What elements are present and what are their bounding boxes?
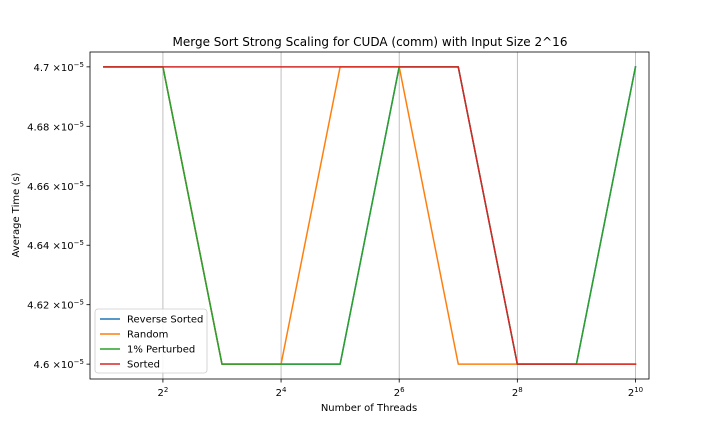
legend-label: Sorted: [127, 360, 160, 371]
y-tick-label: 4.7 ×10−5: [33, 61, 84, 74]
y-tick-label: 4.62 ×10−5: [27, 299, 84, 312]
y-axis-label: Average Time (s): [11, 172, 22, 257]
legend-label: 1% Perturbed: [127, 345, 195, 356]
y-axis: 4.6 ×10−5 4.62 ×10−5 4.64 ×10−5 4.66 ×10−5 4…: [27, 61, 90, 371]
x-tick-label: 210: [628, 386, 643, 399]
x-axis: 22 24 26 28 210: [157, 379, 643, 399]
x-tick-label: 22: [157, 386, 168, 399]
y-tick-label: 4.66 ×10−5: [27, 180, 84, 193]
legend-label: Reverse Sorted: [127, 315, 203, 326]
y-tick-label: 4.64 ×10−5: [27, 239, 84, 252]
y-tick-label: 4.68 ×10−5: [27, 120, 84, 133]
legend-label: Random: [127, 330, 168, 341]
x-tick-label: 28: [512, 386, 523, 399]
y-tick-label: 4.6 ×10−5: [33, 358, 84, 371]
x-tick-label: 26: [394, 386, 405, 399]
chart-title: Merge Sort Strong Scaling for CUDA (comm…: [173, 35, 568, 49]
x-tick-label: 24: [276, 386, 287, 399]
x-axis-label: Number of Threads: [321, 403, 417, 414]
legend: Reverse Sorted Random 1% Perturbed Sorted: [94, 308, 208, 374]
series-layer: [103, 65, 637, 365]
legend-box: [94, 308, 208, 374]
series-line-sorted: [103, 66, 637, 365]
plot-frame: [89, 51, 650, 380]
